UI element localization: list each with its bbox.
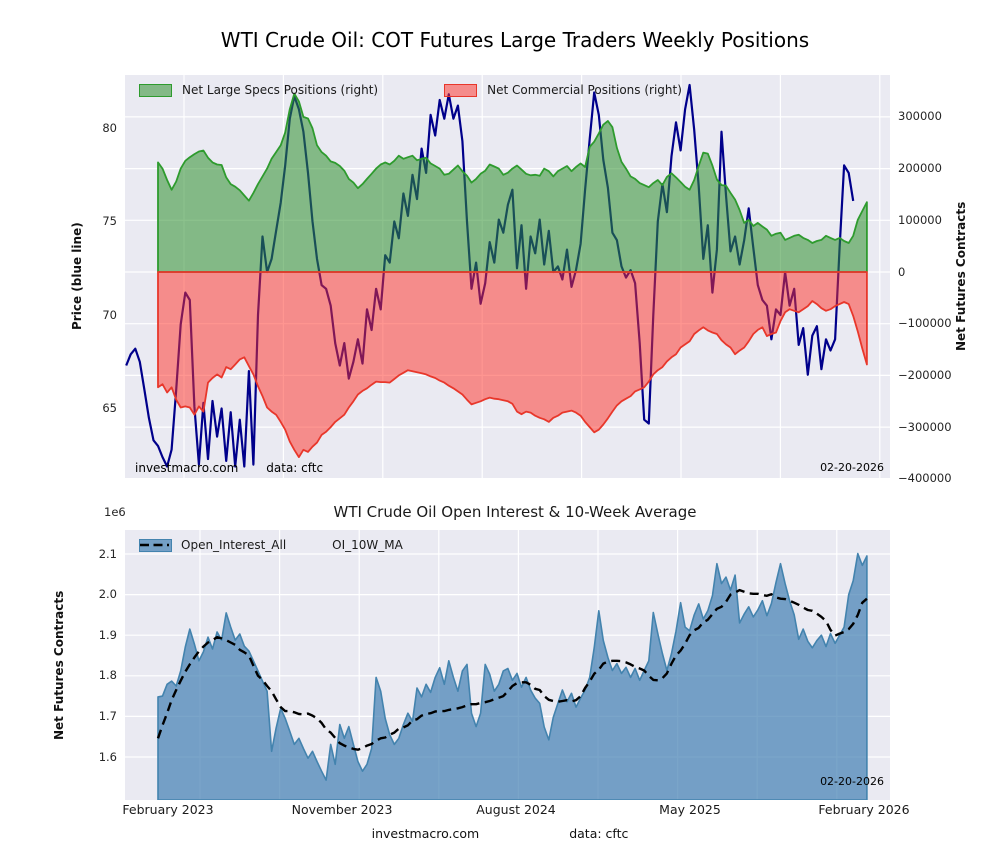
specs-area [157,92,868,273]
red-area-swatch-icon [444,83,478,97]
oi-tick-label: 2.1 [98,546,117,561]
contracts-tick-label: 0 [898,264,906,279]
bottom-chart-axes: Open_Interest_All OI_10W_MA 02-20-2026 [125,530,890,800]
site-annotation: investmacro.com [135,461,239,475]
oi-tick-label: 1.9 [98,627,117,642]
oi-ma-dashed-line [156,588,868,751]
date-tick-label: May 2025 [659,802,721,817]
top-chart-legend: Net Large Specs Positions (right) Net Co… [139,83,682,97]
bottom-chart-title: WTI Crude Oil Open Interest & 10-Week Av… [333,503,697,521]
price-tick-label: 65 [102,401,117,415]
price-tick-label: 75 [102,214,117,228]
contracts-tick-label: −100000 [898,316,952,331]
legend-label-oi-ma: OI_10W_MA [332,538,403,552]
date-tick-label: February 2026 [818,802,910,817]
footer-site: investmacro.com [371,826,480,841]
source-annotation: data: cftc [266,461,324,475]
y-axis-offset-text: 1e6 [104,505,126,519]
legend-label-open-interest: Open_Interest_All [181,538,287,552]
top-chart-axes: Net Large Specs Positions (right) Net Co… [125,75,890,478]
top-left-axis-label: Price (blue line) [70,222,84,331]
bottom-chart-legend: Open_Interest_All OI_10W_MA [139,538,403,552]
oi-tick-label: 1.6 [98,749,117,764]
dashed-line-swatch-icon [140,543,174,547]
contracts-tick-label: −400000 [898,471,952,486]
legend-label-commercials: Net Commercial Positions (right) [487,83,682,97]
commercials-area [157,271,868,458]
figure-footer: investmacro.com data: cftc [0,826,1000,841]
date-tick-label: February 2023 [122,802,214,817]
legend-label-large-specs: Net Large Specs Positions (right) [182,83,379,97]
price-tick-label: 70 [102,307,117,322]
date-tick-label: August 2024 [476,802,556,817]
bottom-chart-plot [125,530,890,800]
price-tick-label: 80 [102,120,117,135]
date-tick-label: November 2023 [291,802,393,817]
contracts-tick-label: 200000 [898,161,942,176]
oi-tick-label: 1.7 [98,708,117,723]
bottom-chart-date-stamp: 02-20-2026 [820,775,884,788]
open-interest-area [157,552,868,800]
contracts-tick-label: −300000 [898,419,952,434]
contracts-tick-label: 300000 [898,109,942,124]
top-chart-plot [125,75,890,478]
oi-tick-label: 2.0 [98,587,117,602]
green-area-swatch-icon [139,83,172,97]
oi-tick-label: 1.8 [98,668,117,683]
footer-source: data: cftc [569,826,629,841]
top-chart-branding: investmacro.com data: cftc [135,461,323,475]
contracts-tick-label: −200000 [898,367,952,382]
contracts-tick-label: 100000 [898,212,942,227]
top-chart-date-stamp: 02-20-2026 [820,461,884,474]
figure-title: WTI Crude Oil: COT Futures Large Traders… [220,28,810,52]
